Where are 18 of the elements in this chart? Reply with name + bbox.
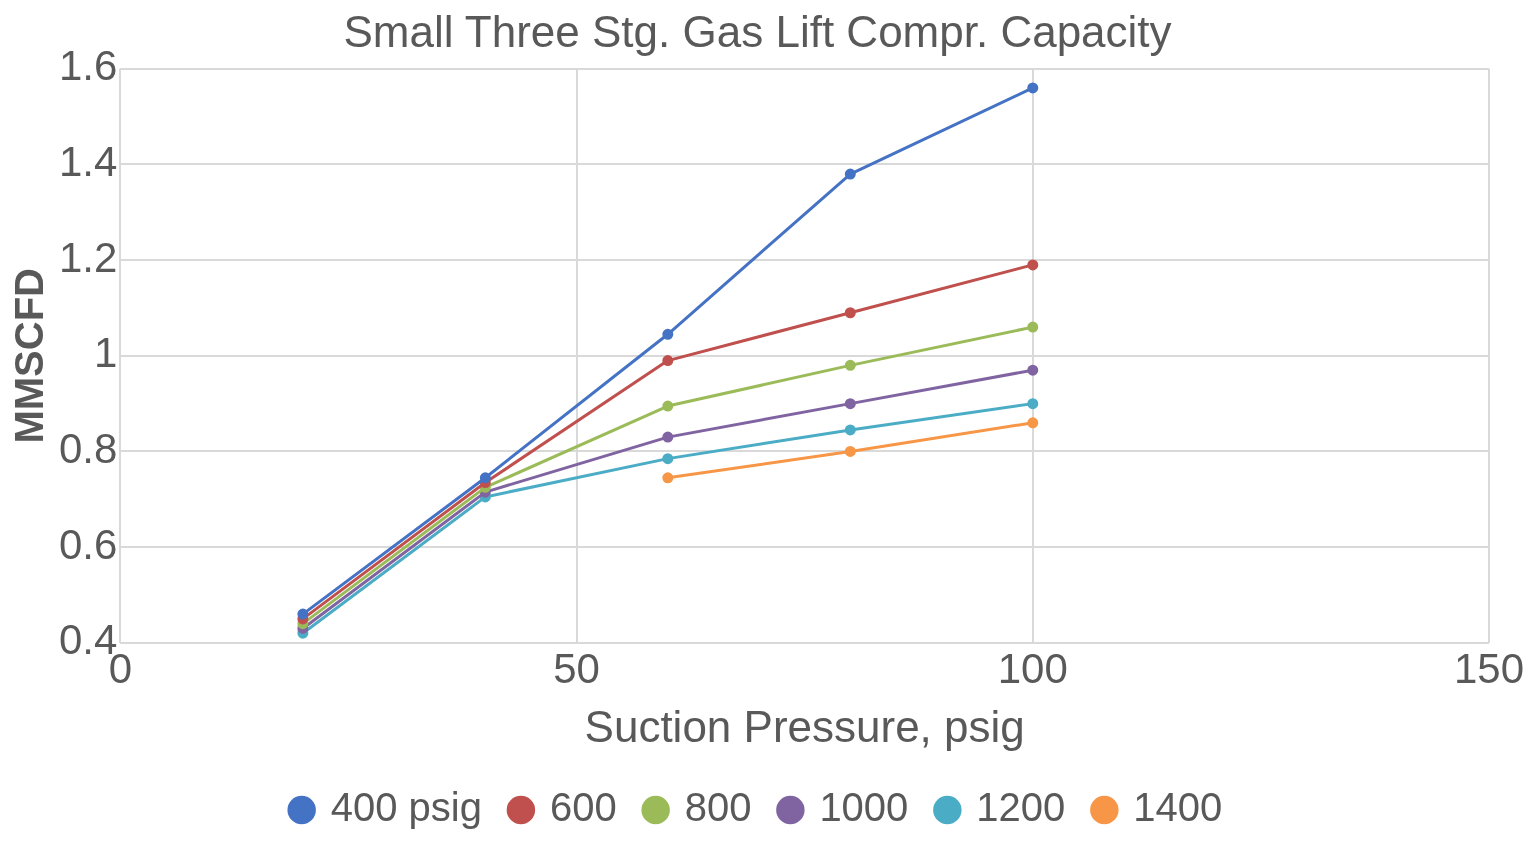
y-tick-label: 0.8 bbox=[59, 425, 118, 473]
x-tick-label: 150 bbox=[1453, 644, 1524, 692]
y-tick-label: 1.6 bbox=[59, 42, 118, 90]
y-axis-title: MMSCFD bbox=[7, 268, 52, 444]
y-tick-label: 1 bbox=[94, 329, 118, 377]
chart-title: Small Three Stg. Gas Lift Compr. Capacity bbox=[343, 6, 1172, 56]
legend-label: 1400 bbox=[1133, 785, 1223, 830]
legend-label: 400 psig bbox=[330, 785, 482, 830]
y-tick-label: 1.4 bbox=[59, 138, 118, 186]
y-tick-label: 1.2 bbox=[59, 233, 118, 281]
x-axis-title: Suction Pressure, psig bbox=[584, 701, 1025, 751]
y-tick-label: 0.6 bbox=[59, 520, 118, 568]
legend-label: 1000 bbox=[819, 785, 909, 830]
legend-label: 600 bbox=[549, 785, 617, 830]
x-tick-label: 100 bbox=[997, 644, 1068, 692]
legend-label: 800 bbox=[684, 785, 752, 830]
legend-label: 1200 bbox=[976, 785, 1066, 830]
x-tick-label: 50 bbox=[553, 644, 600, 692]
